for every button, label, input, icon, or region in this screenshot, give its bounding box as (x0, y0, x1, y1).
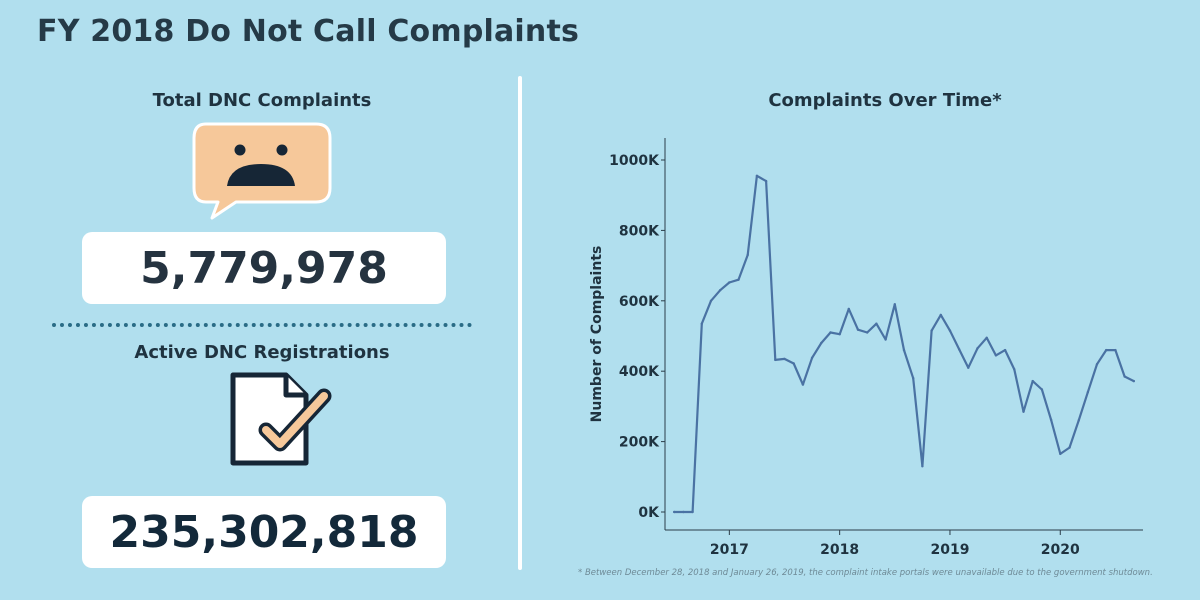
data-point (976, 347, 979, 350)
x-tick-label: 2019 (930, 542, 969, 558)
y-tick-label: 400K (619, 364, 660, 380)
data-point (1059, 452, 1062, 456)
data-point (829, 331, 832, 334)
summary-panel: Total DNC Complaints 5,779,978 Active DN… (52, 80, 472, 580)
data-point (967, 366, 970, 369)
x-tick-label: 2020 (1041, 542, 1080, 558)
complaints-value: 5,779,978 (82, 232, 446, 304)
y-tick-label: 200K (619, 435, 660, 451)
line-chart: 0K 200K 400K 600K 800K 1000K 2017 2018 2019 2020 N… (589, 138, 1143, 558)
data-point (1123, 375, 1126, 378)
data-point (875, 322, 878, 325)
data-point (810, 356, 814, 359)
y-tick-label: 600K (619, 294, 660, 310)
registrations-value: 235,302,818 (82, 496, 446, 568)
data-point (1086, 391, 1089, 394)
document-checkmark-icon (230, 372, 332, 466)
panel-divider (518, 76, 522, 570)
x-tick-label: 2017 (710, 542, 749, 558)
chart-title: Complaints Over Time* (768, 90, 1002, 111)
data-point (1105, 348, 1108, 352)
data-point (985, 336, 988, 339)
data-point (764, 179, 768, 183)
data-point (774, 358, 777, 362)
x-tick-label: 2018 (820, 542, 859, 558)
data-point (737, 278, 740, 281)
data-point (691, 510, 694, 514)
sad-face-speech-bubble-icon (192, 122, 332, 220)
data-point (719, 289, 722, 292)
data-point (856, 328, 860, 331)
section-divider (52, 323, 472, 327)
data-point (709, 299, 713, 302)
data-point (792, 362, 795, 365)
data-point (1003, 348, 1007, 352)
registrations-label: Active DNC Registrations (134, 342, 390, 363)
data-point (1022, 410, 1025, 413)
data-point (728, 281, 731, 284)
data-point (930, 329, 933, 332)
data-point (866, 331, 869, 334)
data-point (893, 303, 896, 306)
data-point (1077, 419, 1080, 422)
data-point (1040, 388, 1044, 391)
data-point (1031, 379, 1034, 383)
data-point (902, 348, 906, 352)
complaints-label: Total DNC Complaints (152, 90, 372, 111)
y-tick-label: 1000K (609, 153, 660, 169)
footnote: * Between December 28, 2018 and January … (578, 568, 1153, 578)
data-point (783, 357, 786, 361)
data-point (921, 465, 924, 468)
data-point (1095, 363, 1099, 366)
data-point (884, 338, 887, 341)
page-title: FY 2018 Do Not Call Complaints (37, 14, 580, 49)
data-point (948, 329, 952, 332)
data-point (673, 510, 676, 514)
y-tick-label: 800K (619, 223, 660, 239)
data-point (801, 383, 805, 386)
data-point (994, 354, 998, 357)
data-point (682, 510, 685, 514)
data-point (939, 313, 942, 317)
data-point (755, 174, 759, 177)
data-point (1114, 348, 1117, 352)
data-point (1049, 418, 1053, 421)
data-point (1132, 379, 1135, 383)
data-point (820, 341, 823, 345)
y-tick-label: 0K (638, 505, 660, 521)
series-line (673, 174, 1135, 514)
data-point (1068, 446, 1071, 449)
data-point (958, 348, 961, 351)
y-axis-label: Number of Complaints (589, 246, 605, 423)
data-point (1013, 368, 1016, 371)
data-point (847, 307, 850, 311)
data-point (700, 322, 703, 325)
data-point (746, 253, 749, 257)
data-point (838, 333, 841, 336)
data-point (912, 377, 915, 380)
